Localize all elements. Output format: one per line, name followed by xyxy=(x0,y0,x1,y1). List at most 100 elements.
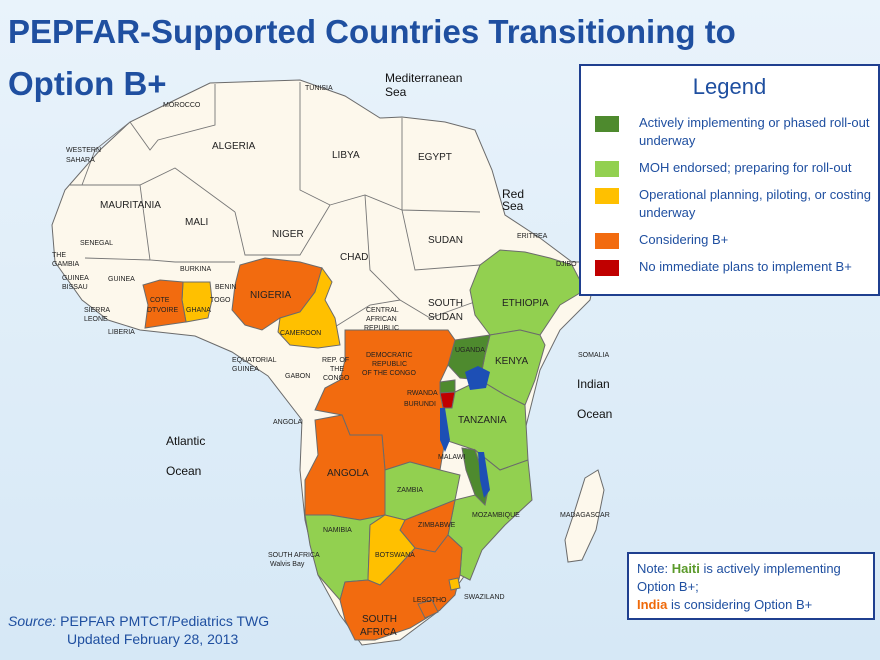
label-malawi: MALAWI xyxy=(438,454,465,461)
note-haiti: Haiti xyxy=(671,561,700,576)
label-kenya: KENYA xyxy=(495,356,528,367)
legend-item-active: Actively implementing or phased roll-out… xyxy=(595,114,878,150)
note-india: India xyxy=(637,597,668,612)
label-south-sudan-2: SUDAN xyxy=(428,312,463,323)
country-borders xyxy=(70,82,481,331)
country-lesotho xyxy=(417,599,439,619)
label-niger: NIGER xyxy=(272,229,304,240)
mediterranean-label-1: Mediterranean xyxy=(385,71,462,85)
label-uganda: UGANDA xyxy=(455,347,485,354)
legend-label-moh-endorsed: MOH endorsed; preparing for roll-out xyxy=(639,160,852,175)
label-sierra-leone-1: SIERRA xyxy=(84,307,110,314)
legend-item-planning: Operational planning, piloting, or costi… xyxy=(595,186,878,222)
island-madagascar xyxy=(564,469,605,563)
page-title: PEPFAR-Supported Countries Transitioning… xyxy=(8,13,736,102)
label-south-africa-2: AFRICA xyxy=(360,627,397,638)
label-western-sahara-1: WESTERN xyxy=(66,147,101,154)
country-cameroon xyxy=(277,266,341,349)
red-sea-label-2: Sea xyxy=(502,199,524,213)
label-drc-3: OF THE CONGO xyxy=(362,370,416,377)
label-angola-small: ANGOLA xyxy=(273,419,303,426)
atlantic-ocean-label-2: Ocean xyxy=(166,464,201,478)
label-car-2: AFRICAN xyxy=(366,316,397,323)
label-eq-guinea-1: EQUATORIAL xyxy=(232,357,277,364)
country-cote-divoire xyxy=(142,279,187,329)
label-togo: TOGO xyxy=(210,297,231,304)
country-ghana xyxy=(181,281,213,323)
legend-label-planning: Operational planning, piloting, or costi… xyxy=(639,187,871,220)
label-western-sahara-2: SAHARA xyxy=(66,157,95,164)
label-namibia: NAMIBIA xyxy=(323,527,352,534)
label-mauritania: MAURITANIA xyxy=(100,200,161,211)
label-nigeria: NIGERIA xyxy=(250,290,291,301)
country-rwanda xyxy=(439,379,456,394)
note-haiti-text: is actively implementing Option B+; xyxy=(637,561,841,594)
label-rep-congo-1: REP. OF xyxy=(322,357,349,364)
label-chad: CHAD xyxy=(340,252,368,263)
label-egypt: EGYPT xyxy=(418,152,452,163)
source-line-1: PEPFAR PMTCT/Pediatrics TWG xyxy=(60,613,270,629)
label-algeria: ALGERIA xyxy=(212,141,256,152)
label-senegal: SENEGAL xyxy=(80,240,113,247)
label-car-3: REPUBLIC xyxy=(364,325,399,332)
note-india-text: is considering Option B+ xyxy=(670,597,813,612)
label-ghana: GHANA xyxy=(186,307,211,314)
label-liberia: LIBERIA xyxy=(108,329,135,336)
label-mozambique: MOZAMBIQUE xyxy=(472,512,520,519)
legend-box: Legend Actively implementing or phased r… xyxy=(579,64,880,296)
mediterranean-label-2: Sea xyxy=(385,85,407,99)
label-lesotho: LESOTHO xyxy=(413,597,447,604)
label-rep-congo-3: CONGO xyxy=(323,375,350,382)
label-zimbabwe: ZIMBABWE xyxy=(418,522,456,529)
label-swaziland: SWAZILAND xyxy=(464,594,505,601)
label-djibouti: DJIBO xyxy=(556,261,577,268)
label-mali: MALI xyxy=(185,217,208,228)
note-box: Note: Haiti is actively implementing Opt… xyxy=(627,552,875,620)
indian-ocean-label-2: Ocean xyxy=(577,407,612,421)
label-gambia-1: THE xyxy=(52,252,66,259)
label-benin: BENIN xyxy=(215,284,236,291)
label-cote-divoire-2: DTVOIRE xyxy=(147,307,178,314)
label-cameroon: CAMEROON xyxy=(280,330,321,337)
legend-label-active: Actively implementing or phased roll-out… xyxy=(639,115,870,148)
legend-item-moh-endorsed: MOH endorsed; preparing for roll-out xyxy=(595,159,878,177)
label-cote-divoire-1: COTE xyxy=(150,297,170,304)
label-ethiopia: ETHIOPIA xyxy=(502,298,549,309)
country-swaziland xyxy=(448,577,461,591)
legend-item-considering: Considering B+ xyxy=(595,231,878,249)
label-burundi: BURUNDI xyxy=(404,401,436,408)
label-south-africa-walvis-2: Walvis Bay xyxy=(270,561,305,568)
lake-malawi xyxy=(478,452,490,498)
label-guinea: GUINEA xyxy=(108,276,135,283)
legend-swatch-planning xyxy=(595,188,619,204)
label-guinea-bissau-2: BISSAU xyxy=(62,284,88,291)
country-ethiopia xyxy=(469,249,586,336)
label-rwanda: RWANDA xyxy=(407,390,438,397)
label-tanzania: TANZANIA xyxy=(458,415,507,426)
lake-tanganyika xyxy=(440,408,450,452)
label-somalia: SOMALIA xyxy=(578,352,609,359)
source-key: Source: xyxy=(8,613,57,629)
legend-item-no-plans: No immediate plans to implement B+ xyxy=(595,258,878,276)
lake-victoria xyxy=(465,366,490,390)
legend-swatch-active xyxy=(595,116,619,132)
source-line-2: Updated February 28, 2013 xyxy=(67,631,239,647)
label-tunisia: TUNISIA xyxy=(305,85,333,92)
atlantic-ocean-label-1: Atlantic xyxy=(166,434,205,448)
label-sierra-leone-2: LEONE xyxy=(84,316,108,323)
indian-ocean-label-1: Indian xyxy=(577,377,610,391)
label-morocco: MOROCCO xyxy=(163,102,201,109)
label-gabon: GABON xyxy=(285,373,310,380)
label-gambia-2: GAMBIA xyxy=(52,261,80,268)
label-south-africa-1: SOUTH xyxy=(362,614,397,625)
legend-label-considering: Considering B+ xyxy=(639,232,729,247)
label-south-sudan-1: SOUTH xyxy=(428,298,463,309)
label-eq-guinea-2: GUINEA xyxy=(232,366,259,373)
label-madagascar: MADAGASCAR xyxy=(560,512,610,519)
red-sea-label-1: Red xyxy=(502,187,524,201)
legend-swatch-no-plans xyxy=(595,260,619,276)
label-drc-2: REPUBLIC xyxy=(372,361,407,368)
label-botswana: BOTSWANA xyxy=(375,552,415,559)
label-libya: LIBYA xyxy=(332,150,360,161)
label-guinea-bissau-1: GUINEA xyxy=(62,275,89,282)
